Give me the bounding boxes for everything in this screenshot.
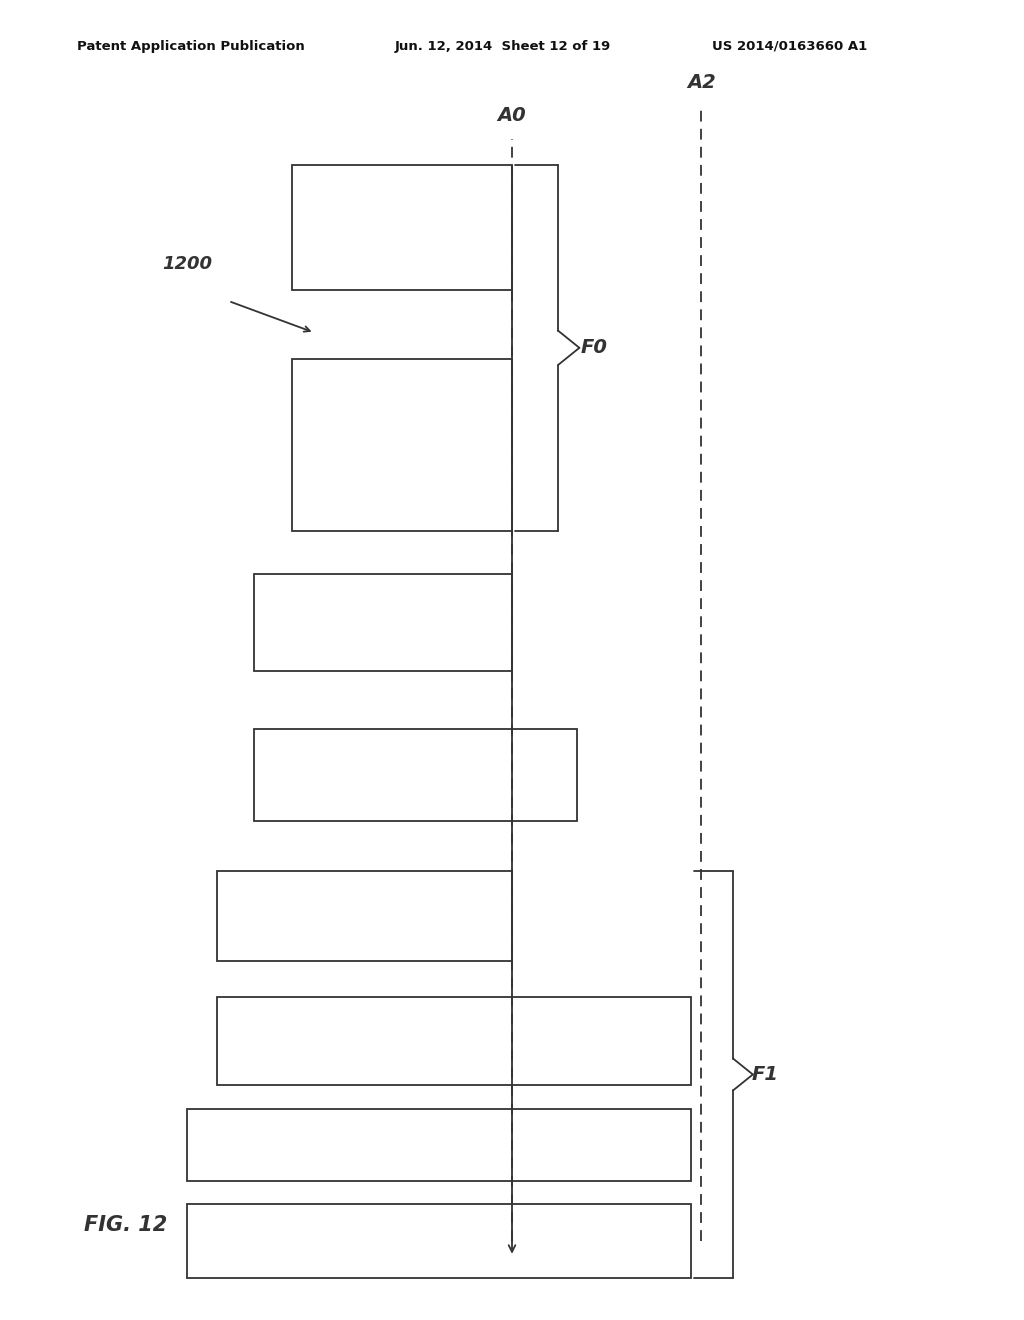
Text: A2: A2 xyxy=(687,74,716,92)
Text: F0: F0 xyxy=(581,338,607,358)
Text: US 2014/0163660 A1: US 2014/0163660 A1 xyxy=(712,40,867,53)
Bar xyxy=(292,359,512,531)
Bar xyxy=(217,997,691,1085)
Bar xyxy=(254,729,577,821)
Bar xyxy=(292,165,512,290)
Text: FIG. 12: FIG. 12 xyxy=(84,1214,167,1236)
Text: Patent Application Publication: Patent Application Publication xyxy=(77,40,304,53)
Text: A0: A0 xyxy=(498,107,526,125)
Bar xyxy=(187,1204,691,1278)
Bar xyxy=(254,574,512,671)
Bar xyxy=(187,1109,691,1181)
Text: F1: F1 xyxy=(752,1065,778,1084)
Text: 1200: 1200 xyxy=(162,255,212,273)
Text: Jun. 12, 2014  Sheet 12 of 19: Jun. 12, 2014 Sheet 12 of 19 xyxy=(394,40,610,53)
Bar xyxy=(217,871,512,961)
